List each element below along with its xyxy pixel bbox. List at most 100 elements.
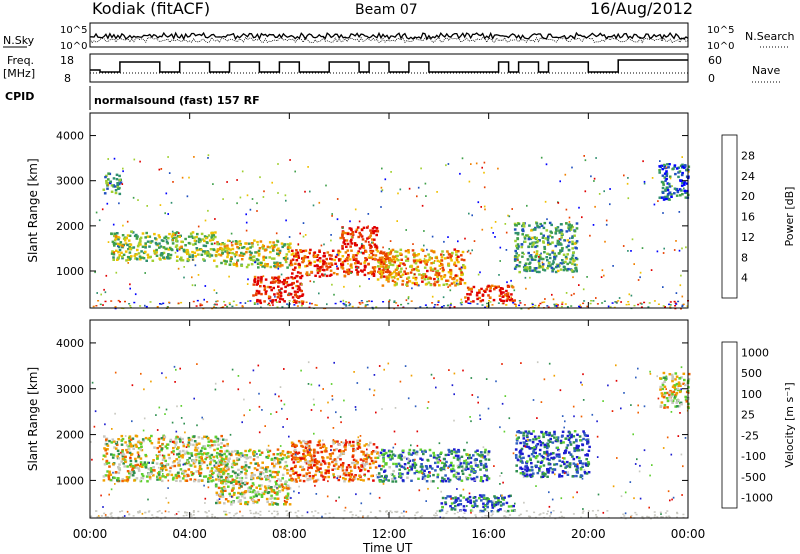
scatter-cell <box>548 221 552 225</box>
scatter-cell <box>643 301 646 304</box>
scatter-cell <box>277 281 280 284</box>
scatter-cell <box>237 491 240 495</box>
scatter-cell <box>407 276 411 279</box>
scatter-cell <box>499 260 501 262</box>
scatter-cell <box>346 259 349 262</box>
scatter-cell <box>396 266 399 270</box>
scatter-cell <box>557 304 559 306</box>
scatter-cell <box>126 255 130 259</box>
scatter-cell <box>220 459 223 462</box>
scatter-cell <box>128 247 132 250</box>
scatter-cell <box>558 473 561 476</box>
scatter-cell <box>212 455 216 459</box>
scatter-cell <box>467 249 470 252</box>
scatter-cell <box>191 236 195 239</box>
scatter-cell <box>174 245 178 248</box>
scatter-cell <box>450 254 453 258</box>
scatter-cell <box>521 467 524 471</box>
scatter-cell <box>450 452 453 455</box>
scatter-cell <box>506 296 509 299</box>
scatter-cell <box>475 499 478 502</box>
scatter-cell <box>486 501 490 505</box>
scatter-cell <box>226 305 229 308</box>
scatter-cell <box>333 258 336 262</box>
scatter-cell <box>276 262 280 265</box>
scatter-cell <box>673 386 676 389</box>
scatter-cell <box>479 418 482 420</box>
scatter-cell <box>271 276 274 279</box>
scatter-cell <box>192 300 195 303</box>
scatter-cell <box>344 445 347 448</box>
scatter-cell <box>439 268 442 270</box>
scatter-cell <box>312 474 315 478</box>
scatter-cell <box>154 237 157 240</box>
scatter-cell <box>494 236 496 238</box>
scatter-cell <box>309 448 313 452</box>
scatter-cell <box>571 236 574 239</box>
scatter-cell <box>216 451 219 455</box>
nsearch-tick-top: 10^5 <box>707 25 734 36</box>
scatter-cell <box>583 432 586 435</box>
scatter-cell <box>317 441 321 444</box>
scatter-cell <box>117 238 120 241</box>
scatter-cell <box>428 256 432 259</box>
scatter-cell <box>225 464 228 467</box>
scatter-cell <box>397 304 399 307</box>
scatter-cell <box>268 503 271 506</box>
scatter-cell <box>134 443 138 447</box>
scatter-cell <box>267 454 271 457</box>
scatter-cell <box>182 441 184 444</box>
scatter-cell <box>661 186 665 190</box>
scatter-cell <box>677 381 681 384</box>
scatter-cell <box>416 195 418 198</box>
scatter-cell <box>418 273 421 276</box>
scatter-cell <box>250 476 253 480</box>
scatter-cell <box>429 266 433 269</box>
scatter-cell <box>175 441 178 444</box>
scatter-cell <box>144 244 147 247</box>
scatter-cell <box>381 480 385 483</box>
scatter-cell <box>275 457 279 460</box>
scatter-cell <box>491 501 494 504</box>
scatter-cell <box>375 246 379 249</box>
scatter-cell <box>91 458 93 461</box>
scatter-cell <box>419 470 423 473</box>
scatter-cell <box>181 472 184 475</box>
scatter-cell <box>227 500 230 503</box>
scatter-cell <box>551 441 555 444</box>
scatter-cell <box>358 247 362 250</box>
scatter-cell <box>110 252 114 255</box>
scatter-cell <box>491 504 494 507</box>
scatter-cell <box>302 222 305 224</box>
scatter-cell <box>630 294 633 297</box>
scatter-cell <box>434 461 437 465</box>
scatter-cell <box>668 393 671 397</box>
scatter-cell <box>424 465 428 468</box>
scatter-cell <box>334 255 338 259</box>
scatter-cell <box>510 293 513 296</box>
scatter-cell <box>271 503 274 506</box>
scatter-cell <box>195 247 199 250</box>
scatter-cell <box>225 449 229 453</box>
scatter-cell <box>686 191 689 194</box>
scatter-cell <box>579 461 582 465</box>
scatter-cell <box>215 265 219 268</box>
scatter-cell <box>157 473 161 476</box>
scatter-cell <box>300 274 304 278</box>
scatter-cell <box>114 235 118 238</box>
scatter-cell <box>340 463 343 467</box>
scatter-cell <box>442 296 445 299</box>
scatter-cell <box>658 165 661 168</box>
scatter-cell <box>223 452 226 456</box>
scatter-cell <box>211 440 215 443</box>
scatter-cell <box>530 453 534 456</box>
scatter-cell <box>203 447 207 450</box>
scatter-cell <box>261 409 263 411</box>
scatter-cell <box>432 451 435 455</box>
scatter-cell <box>527 308 530 310</box>
scatter-cell <box>322 255 325 258</box>
scatter-cell <box>366 304 369 306</box>
scatter-cell <box>308 453 312 456</box>
scatter-cell <box>278 261 282 265</box>
scatter-cell <box>120 251 123 254</box>
